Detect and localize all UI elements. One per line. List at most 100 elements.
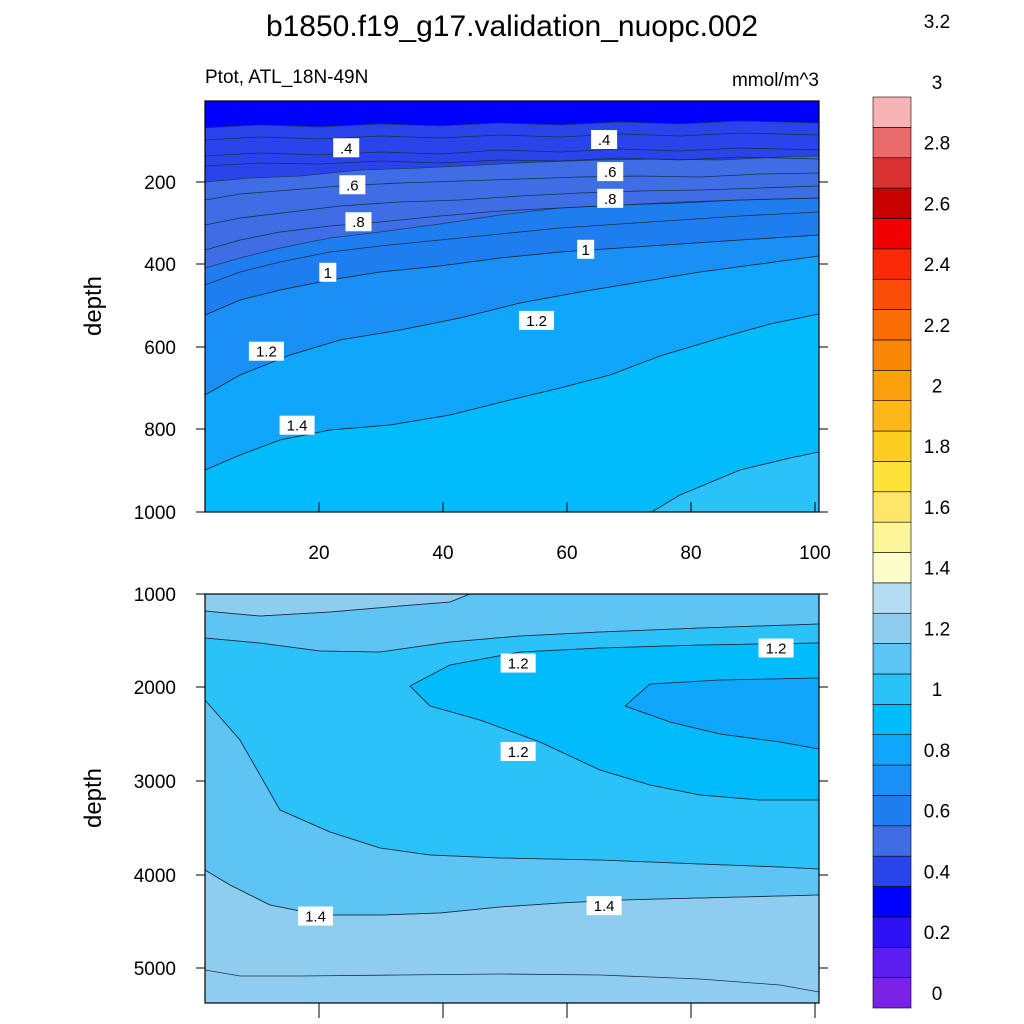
bottom-x-ticks [318, 1003, 816, 1018]
colorbar-swatch [872, 673, 912, 705]
top-x-tick-label: 20 [308, 543, 329, 564]
bottom-y-ticks [196, 593, 828, 969]
colorbar-tick-label: 3 [932, 73, 943, 94]
colorbar-tick-label: 3.2 [924, 12, 950, 33]
contour-label-text: .8 [352, 214, 365, 231]
colorbar-swatch [872, 96, 912, 128]
colorbar-swatch [872, 218, 912, 250]
colorbar-swatch [872, 430, 912, 462]
colorbar-tick-label: 2.2 [924, 316, 950, 337]
colorbar-tick-label: 2.6 [924, 194, 950, 215]
bottom-contour-line-2.8 [205, 969, 819, 993]
contour-label-text: .6 [604, 164, 617, 181]
top-plot-frame [204, 100, 820, 513]
top-y-tick-labels: 200 400 600 800 1000 [134, 173, 176, 524]
colorbar-swatch [872, 248, 912, 280]
contour-label-text: 1.4 [594, 898, 615, 915]
top-x-tick-labels: 20 40 60 80 100 [308, 543, 830, 564]
top-y-axis-label: depth [80, 276, 107, 336]
bottom-y-tick-label: 4000 [134, 866, 176, 887]
top-contour-line-0.4 [205, 147, 819, 157]
colorbar-swatch [872, 582, 912, 614]
contour-label-background [248, 341, 284, 361]
contour-label-text: 1.2 [766, 641, 787, 658]
colorbar-swatch [872, 278, 912, 310]
bottom-contour-fills [205, 594, 819, 1003]
bottom-contour-line-1.6 [409, 642, 819, 687]
contour-labels: .4 .4 .6 .6 .8 .8 1 1 1.2 1.2 1.4 1.2 1.2 1.2 1.4 1.4 [248, 130, 794, 926]
colorbar-swatch [872, 855, 912, 887]
colorbar-swatch [872, 795, 912, 827]
colorbar-tick-label: 2.4 [924, 255, 951, 276]
colorbar-swatch [872, 369, 912, 401]
contour-label-background [577, 239, 595, 259]
top-y-ticks [196, 181, 828, 513]
colorbar-swatch [872, 977, 912, 1009]
top-x-tick-label: 60 [556, 543, 577, 564]
colorbar-swatch [872, 825, 912, 857]
colorbar-tick-label: 1.2 [924, 619, 950, 640]
top-fill-band-1.6 [205, 451, 819, 512]
contour-label-background [298, 906, 334, 926]
contour-label: 1.2 [248, 341, 284, 361]
colorbar-tick-label: 1.8 [924, 437, 950, 458]
bottom-contour-line-1.8 [409, 685, 819, 801]
contour-label: .4 [333, 138, 360, 158]
colorbar-tick-label: 0.2 [924, 923, 950, 944]
contour-label: .4 [591, 130, 618, 150]
colorbar-tick-label: 1.4 [924, 559, 951, 580]
colorbar-tick-label: 1 [932, 680, 943, 701]
contour-label: 1 [577, 239, 595, 259]
colorbar-tick-label: 0.4 [924, 862, 951, 883]
bottom-y-tick-labels: 1000 2000 3000 4000 5000 [134, 585, 176, 980]
top-y-tick-label: 400 [144, 255, 176, 276]
colorbar-swatch [872, 127, 912, 159]
top-contour-line-2.2 [650, 451, 819, 512]
contour-label: 1.2 [758, 638, 794, 658]
contour-label-background [279, 415, 315, 435]
contour-label-text: .8 [604, 191, 617, 208]
top-contour-line-1.0 [205, 185, 819, 226]
colorbar-swatch [872, 916, 912, 948]
colorbar-swatch [872, 187, 912, 219]
contour-label-text: 1 [324, 265, 332, 282]
top-x-tick-label: 100 [799, 543, 831, 564]
top-contour-line-0.6 [205, 156, 819, 167]
colorbar-tick-label: 0 [932, 984, 943, 1005]
bottom-y-axis-label: depth [80, 768, 107, 828]
contour-label-text: 1 [582, 242, 590, 259]
colorbar-swatch [872, 552, 912, 584]
contour-label-background [333, 138, 360, 158]
bottom-contour-line-1.4 [205, 623, 819, 653]
contour-label-text: 1.2 [256, 344, 277, 361]
contour-label-text: 1.2 [508, 744, 529, 761]
top-y-tick-label: 800 [144, 420, 176, 441]
contour-label-text: .4 [340, 140, 353, 157]
bottom-y-tick-label: 1000 [134, 585, 176, 606]
contour-label-background [591, 130, 618, 150]
colorbar-swatch [872, 612, 912, 644]
contour-label-text: 1.2 [508, 656, 529, 673]
top-contour-line-1.4 [205, 211, 819, 286]
contour-label: .8 [597, 188, 624, 208]
colorbar-tick-label: 0.6 [924, 802, 950, 823]
contour-label-background [586, 896, 622, 916]
contour-label-text: .6 [346, 177, 359, 194]
contour-label: 1 [319, 262, 337, 282]
contour-label: .6 [597, 162, 624, 182]
contour-label: 1.2 [500, 741, 536, 761]
bottom-y-tick-label: 2000 [134, 678, 176, 699]
colorbar-swatch [872, 764, 912, 796]
bottom-contour-line-1.2 [205, 594, 471, 617]
top-x-ticks [318, 502, 816, 512]
colorbar-swatch [872, 461, 912, 493]
colorbar-swatch [872, 491, 912, 523]
contour-label-background [339, 175, 366, 195]
contour-label-background [345, 212, 372, 232]
top-contour-line-1.2 [205, 197, 819, 251]
contour-label-background [500, 741, 536, 761]
units-label: mmol/m^3 [732, 70, 819, 91]
colorbar: 0 0.2 0.4 0.6 0.8 1 1.2 1.4 1.6 1.8 2 2.2 2.4 2.6 2.8 3… [872, 12, 951, 1009]
bottom-contour-line-2.2 [624, 705, 819, 750]
contour-label: 1.2 [500, 653, 536, 673]
